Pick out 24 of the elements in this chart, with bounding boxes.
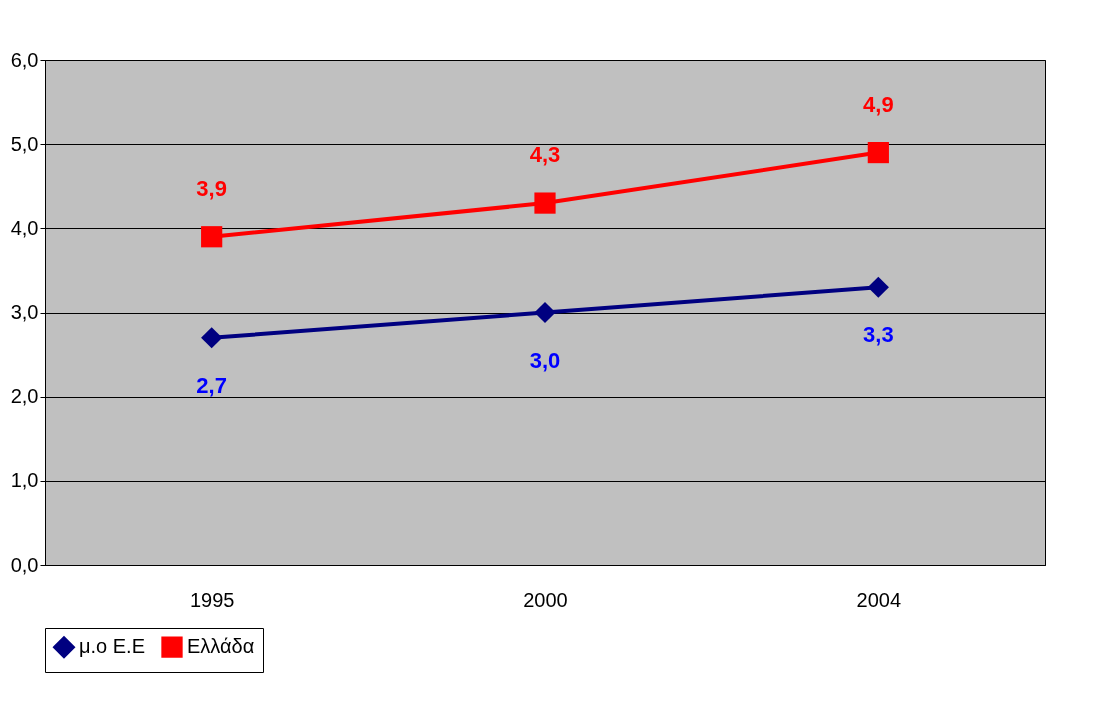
legend-label: μ.ο Ε.Ε — [79, 635, 145, 658]
data-label: 3,0 — [529, 347, 561, 373]
y-tick-label: 3,0 — [10, 301, 39, 323]
point — [534, 301, 556, 324]
x-tick-label: 2004 — [856, 588, 902, 611]
y-tick-label: 2,0 — [10, 385, 39, 408]
data-label: 4,9 — [863, 91, 894, 117]
x-tick-label: 1995 — [189, 588, 235, 611]
point — [534, 192, 556, 214]
y-tick-label: 4,0 — [10, 216, 39, 239]
legend-label: Ελλάδα — [187, 635, 255, 658]
point — [867, 141, 889, 164]
y-tick-label: 0,0 — [10, 553, 39, 576]
data-label: 3,9 — [196, 175, 227, 201]
point — [867, 276, 889, 298]
point — [201, 327, 223, 349]
data-label: 3,3 — [863, 322, 894, 348]
x-tick-label: 2000 — [523, 588, 568, 611]
y-tick-label: 6,0 — [10, 48, 39, 71]
data-label: 4,3 — [529, 142, 561, 168]
data-label: 2,7 — [196, 372, 227, 398]
y-tick-label: 1,0 — [10, 469, 39, 492]
point — [201, 226, 223, 248]
y-tick-label: 5,0 — [10, 132, 39, 155]
